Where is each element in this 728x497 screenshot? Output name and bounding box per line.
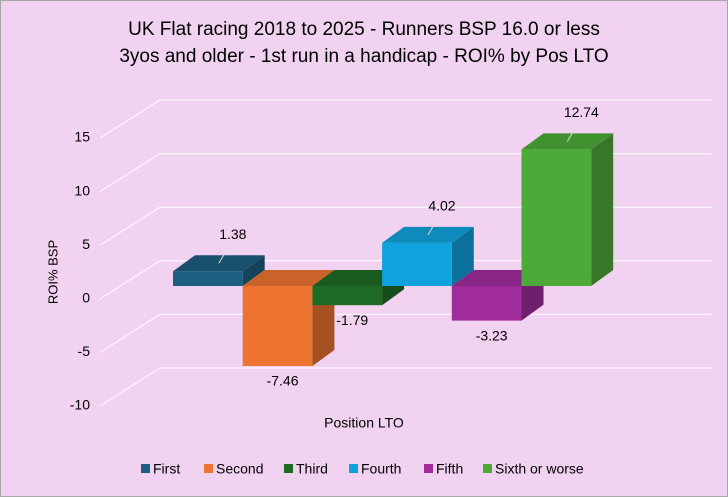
legend-marker	[141, 464, 150, 473]
data-label: -7.46	[267, 373, 299, 389]
y-tick-label: 0	[82, 290, 90, 306]
y-tick-label: -10	[70, 397, 90, 413]
bar	[382, 242, 452, 286]
legend-marker	[349, 464, 358, 473]
x-axis-label: Position LTO	[324, 415, 404, 431]
legend-marker	[483, 464, 492, 473]
leader-line	[427, 214, 441, 236]
grid-line	[99, 99, 712, 139]
legend-label: Second	[216, 461, 263, 477]
bar-top	[451, 270, 544, 286]
data-label: -3.23	[476, 327, 508, 343]
y-tick-label: 10	[74, 182, 90, 198]
y-tick-label: 15	[74, 129, 90, 145]
legend-label: Fourth	[361, 461, 401, 477]
bar-top	[242, 270, 335, 286]
data-label: 1.38	[219, 226, 246, 242]
legend-marker	[284, 464, 293, 473]
legend-marker	[424, 464, 433, 473]
data-label: 12.74	[564, 104, 599, 120]
leader-line	[218, 242, 232, 264]
leader-line	[566, 121, 580, 142]
data-label: -1.79	[336, 312, 368, 328]
chart-title: UK Flat racing 2018 to 2025 - Runners BS…	[128, 19, 600, 40]
bar	[312, 286, 383, 306]
legend-label: Third	[296, 461, 328, 477]
bar	[242, 286, 313, 366]
y-tick-label: -5	[78, 343, 91, 359]
bar-side	[242, 255, 265, 286]
y-tick-label: 5	[82, 236, 90, 252]
bar	[451, 286, 522, 321]
bar	[173, 271, 243, 286]
chart-title: 3yos and older - 1st run in a handicap -…	[119, 46, 608, 67]
grid-line	[99, 367, 712, 407]
legend-marker	[204, 464, 213, 473]
legend-label: First	[153, 461, 180, 477]
legend-label: Fifth	[436, 461, 463, 477]
bar	[521, 149, 592, 286]
data-label: 4.02	[428, 198, 455, 214]
bar-top	[312, 270, 405, 286]
bar-side	[591, 133, 614, 286]
y-axis-label: ROI% BSP	[45, 240, 60, 304]
legend-label: Sixth or worse	[495, 461, 584, 477]
bar-side	[451, 226, 474, 286]
